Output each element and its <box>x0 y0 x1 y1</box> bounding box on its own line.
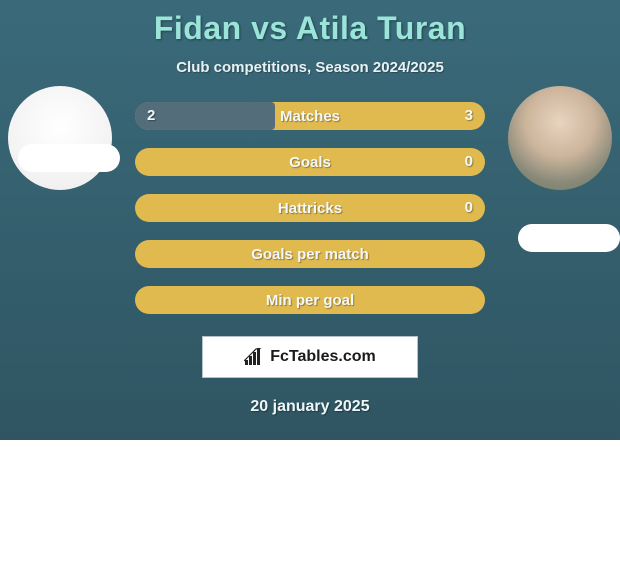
page-title: Fidan vs Atila Turan <box>0 0 620 47</box>
stat-hattricks-label: Hattricks <box>278 200 342 217</box>
stat-gpm-label: Goals per match <box>251 246 369 263</box>
player-left-club-badge <box>18 144 120 172</box>
subtitle: Club competitions, Season 2024/2025 <box>0 59 620 76</box>
stat-bars: 2 Matches 3 Goals 0 Hattricks 0 Goals pe… <box>135 102 485 314</box>
comparison-card: Fidan vs Atila Turan Club competitions, … <box>0 0 620 440</box>
stat-bar-matches: 2 Matches 3 <box>135 102 485 130</box>
stat-bar-min-per-goal: Min per goal <box>135 286 485 314</box>
stat-hattricks-right-value: 0 <box>465 194 473 222</box>
stat-goals-label: Goals <box>289 154 331 171</box>
stat-matches-right-value: 3 <box>465 102 473 130</box>
player-right-club-badge <box>518 224 620 252</box>
stat-mpg-label: Min per goal <box>266 292 354 309</box>
stat-bar-goals: Goals 0 <box>135 148 485 176</box>
stat-bar-matches-fill <box>135 102 275 130</box>
stat-goals-right-value: 0 <box>465 148 473 176</box>
brand-text: FcTables.com <box>270 348 376 366</box>
stat-matches-label: Matches <box>280 108 340 125</box>
stat-bar-goals-per-match: Goals per match <box>135 240 485 268</box>
bar-chart-icon <box>244 348 264 366</box>
brand-box[interactable]: FcTables.com <box>202 336 418 378</box>
snapshot-date: 20 january 2025 <box>0 398 620 416</box>
stat-bar-hattricks: Hattricks 0 <box>135 194 485 222</box>
player-right-avatar <box>508 86 612 190</box>
stat-matches-left-value: 2 <box>147 102 155 130</box>
content-region: 2 Matches 3 Goals 0 Hattricks 0 Goals pe… <box>0 102 620 416</box>
player-left-avatar <box>8 86 112 190</box>
